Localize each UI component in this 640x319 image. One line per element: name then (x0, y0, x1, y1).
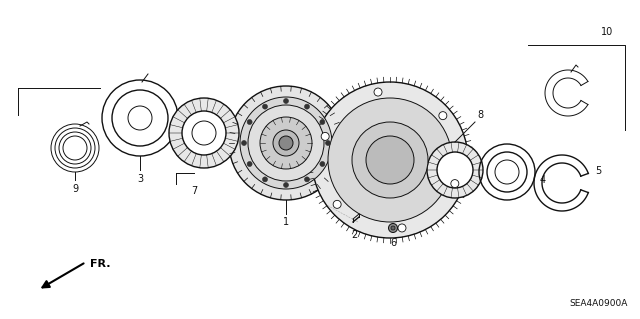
Circle shape (229, 86, 343, 200)
Text: 10: 10 (601, 27, 613, 37)
Circle shape (279, 136, 293, 150)
Text: FR.: FR. (90, 259, 111, 269)
Circle shape (321, 132, 329, 140)
Circle shape (391, 226, 395, 230)
Circle shape (366, 136, 414, 184)
Text: 2: 2 (351, 230, 357, 240)
Circle shape (169, 98, 239, 168)
Text: SEA4A0900A: SEA4A0900A (570, 299, 628, 308)
Circle shape (284, 182, 289, 188)
Circle shape (262, 177, 268, 182)
Circle shape (320, 120, 325, 124)
Circle shape (305, 104, 310, 109)
Circle shape (333, 200, 341, 208)
Circle shape (352, 122, 428, 198)
Circle shape (437, 152, 473, 188)
Circle shape (240, 97, 332, 189)
Circle shape (284, 99, 289, 103)
Text: 8: 8 (477, 110, 483, 120)
Text: 9: 9 (72, 184, 78, 194)
Circle shape (374, 88, 382, 96)
Circle shape (439, 112, 447, 120)
Circle shape (247, 161, 252, 167)
Circle shape (260, 117, 312, 169)
Text: 1: 1 (283, 217, 289, 227)
Text: 7: 7 (191, 186, 197, 196)
Circle shape (248, 105, 324, 181)
Text: 3: 3 (137, 174, 143, 184)
Circle shape (305, 177, 310, 182)
Text: 4: 4 (540, 175, 546, 185)
Circle shape (427, 142, 483, 198)
Circle shape (312, 82, 468, 238)
Circle shape (247, 120, 252, 124)
Circle shape (182, 111, 226, 155)
Circle shape (451, 180, 459, 188)
Circle shape (241, 140, 246, 145)
Circle shape (326, 140, 330, 145)
Circle shape (320, 161, 325, 167)
Circle shape (388, 224, 397, 233)
Circle shape (398, 224, 406, 232)
Circle shape (262, 104, 268, 109)
Circle shape (328, 98, 452, 222)
Text: 5: 5 (595, 166, 601, 176)
Text: 6: 6 (390, 238, 396, 248)
Circle shape (273, 130, 299, 156)
